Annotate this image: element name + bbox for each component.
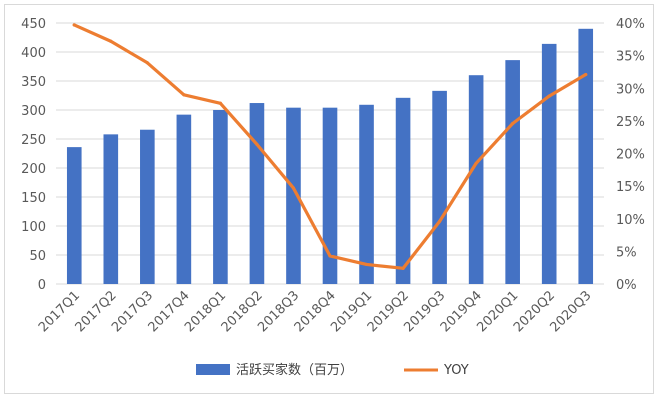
yoy-point [255,142,259,146]
yoy-point [218,101,222,105]
left-tick-label: 350 [21,75,46,90]
yoy-point [401,266,405,270]
left-tick-label: 50 [29,249,46,264]
bar [249,103,265,284]
yoy-point [364,262,369,267]
right-tick-label: 15% [616,180,645,195]
yoy-point [182,93,186,97]
left-tick-label: 0 [38,278,46,293]
right-tick-label: 10% [616,213,645,228]
bar [176,114,192,284]
bar [140,129,155,284]
yoy-point [474,161,478,165]
legend-swatch-bar [196,364,230,375]
yoy-point [511,121,515,126]
bar [468,75,484,284]
right-tick-label: 25% [616,115,645,130]
legend-label-line: YOY [443,363,469,378]
bar [578,28,594,284]
bar [432,90,447,284]
right-tick-label: 35% [616,50,645,65]
left-tick-label: 100 [21,220,46,235]
legend: 活跃买家数（百万） YOY [196,362,469,378]
bar [103,134,119,284]
right-tick-label: 30% [616,82,645,97]
right-tick-label: 5% [616,245,637,260]
yoy-point [145,61,149,65]
right-axis-ticks: 0% 5% 10% 15% 20% 25% 30% 35% 40% [616,17,645,293]
left-tick-label: 450 [21,17,46,32]
bar [395,97,411,284]
left-tick-label: 250 [21,133,46,148]
left-tick-label: 400 [21,46,46,61]
left-axis-ticks: 0 50 100 150 200 250 300 350 400 450 [21,17,46,293]
x-axis-ticks: 2017Q12017Q22017Q32017Q42018Q12018Q22018… [36,288,595,335]
line-series [72,23,588,270]
left-tick-label: 150 [21,191,46,206]
right-tick-label: 40% [616,17,645,32]
yoy-point [72,23,76,27]
yoy-point [547,94,551,98]
yoy-point [438,219,442,223]
bar [359,104,374,284]
yoy-point [328,254,332,258]
left-tick-label: 200 [21,162,46,177]
bar-series [66,28,594,285]
bar [505,60,520,285]
bar [213,110,228,284]
yoy-point [109,39,113,43]
bar [541,43,557,284]
yoy-point [584,72,588,77]
yoy-point [291,186,296,190]
legend-label-bar: 活跃买家数（百万） [236,362,353,378]
bar [322,107,338,285]
left-tick-label: 300 [21,104,46,119]
bar [286,107,301,285]
x-tick-label: 2020Q3 [547,288,594,335]
bar [66,147,82,284]
right-tick-label: 20% [616,148,645,163]
right-tick-label: 0% [616,278,637,293]
